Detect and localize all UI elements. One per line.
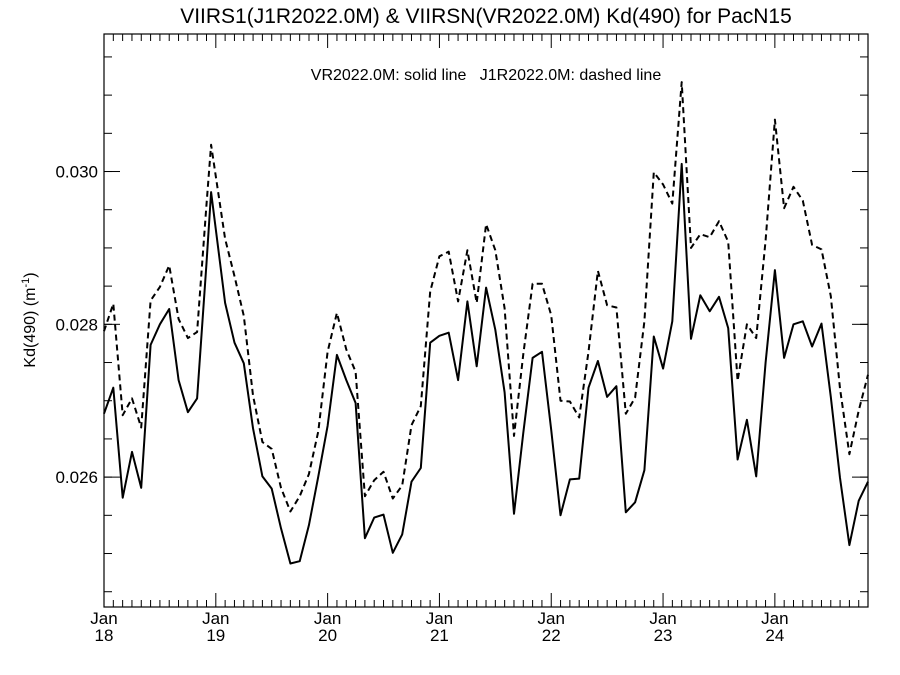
line-style-annotation: VR2022.0M: solid line J1R2022.0M: dashed…: [311, 67, 662, 84]
x-tick-label-month: Jan: [761, 609, 788, 628]
x-tick-label-year: 20: [318, 626, 337, 645]
x-tick-label-month: Jan: [649, 609, 676, 628]
series-line-j1r2022-0m: [103, 81, 869, 513]
x-tick-label-year: 23: [654, 626, 673, 645]
x-tick-label-year: 22: [542, 626, 561, 645]
x-tick-label-year: 21: [430, 626, 449, 645]
y-tick-label: 0.030: [55, 163, 98, 182]
series-layer: [103, 81, 869, 565]
y-axis-ticks: 0.026 0.028 0.030: [55, 163, 868, 487]
series-line-vr2022-0m: [103, 162, 869, 565]
x-tick-label-year: 18: [95, 626, 114, 645]
plot-area-frame: [103, 33, 869, 608]
y-tick-label: 0.026: [55, 468, 98, 487]
chart-title: VIIRS1(J1R2022.0M) & VIIRSN(VR2022.0M) K…: [180, 5, 792, 28]
x-tick-label-month: Jan: [202, 609, 229, 628]
y-tick-label: 0.028: [55, 315, 98, 334]
x-tick-label-month: Jan: [90, 609, 117, 628]
x-tick-label-year: 24: [765, 626, 784, 645]
x-tick-label-month: Jan: [426, 609, 453, 628]
x-tick-label-month: Jan: [538, 609, 565, 628]
y-axis-label-main: Kd(490) (m: [22, 288, 39, 368]
y-axis-label-suffix: ): [22, 272, 39, 277]
x-tick-label-year: 19: [206, 626, 225, 645]
x-tick-label-month: Jan: [314, 609, 341, 628]
y-axis-label-superscript: -1: [20, 278, 32, 288]
y-minor-ticks: [104, 56, 868, 593]
y-axis-label: Kd(490) (m-1): [20, 272, 39, 367]
x-minor-ticks: [112, 34, 860, 607]
